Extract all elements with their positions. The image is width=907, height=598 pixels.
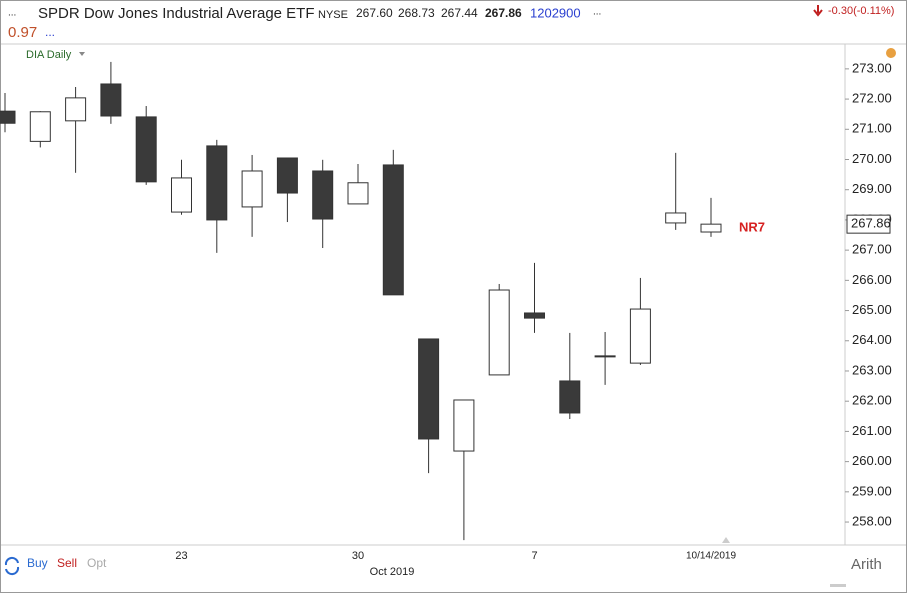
y-tick-label: 265.00 — [852, 302, 892, 317]
annotation: NR7 — [739, 220, 765, 235]
candle-body — [418, 338, 440, 440]
low: 267.44 — [441, 6, 478, 20]
candle-body — [100, 83, 122, 117]
dropdown[interactable] — [79, 52, 85, 56]
y-tick-label: 273.00 — [852, 60, 892, 75]
candle-body — [65, 97, 87, 122]
x-tick-label: 23 — [175, 550, 187, 562]
candle-body — [594, 355, 616, 358]
candle-body — [453, 399, 475, 452]
candle-body — [171, 177, 192, 213]
exchange: NYSE — [318, 9, 348, 21]
y-tick-label: 266.00 — [852, 272, 892, 287]
y-tick-label: 270.00 — [852, 151, 892, 166]
candle-body — [241, 170, 263, 208]
more[interactable]: ... — [45, 25, 55, 39]
y-tick-label: 258.00 — [852, 513, 892, 528]
volume: 1202900 — [530, 5, 581, 20]
candle-body — [665, 212, 687, 224]
y-tick-label: 263.00 — [852, 362, 892, 377]
high: 268.73 — [398, 6, 435, 20]
close: 267.86 — [485, 6, 522, 20]
candle-body — [559, 380, 581, 414]
scale-mode[interactable]: Arith — [851, 556, 882, 573]
settings-icon[interactable] — [886, 48, 896, 58]
sell-button[interactable]: Sell — [57, 556, 77, 570]
buy-button[interactable]: Buy — [27, 556, 48, 570]
candle-body — [206, 145, 228, 221]
y-tick-label: 269.00 — [852, 181, 892, 196]
candle-body — [700, 223, 722, 233]
chart-name[interactable]: DIA Daily — [26, 49, 72, 61]
open: 267.60 — [356, 6, 393, 20]
down-arrow — [813, 5, 823, 17]
x-tick-label: 7 — [531, 550, 537, 562]
x-tick-label: 30 — [352, 550, 364, 562]
candle-body — [29, 111, 51, 142]
dots: ... — [8, 8, 16, 19]
month-label: Oct 2019 — [370, 566, 415, 578]
x-tick-label: 10/14/2019 — [686, 551, 736, 562]
y-tick-label: 264.00 — [852, 332, 892, 347]
option-button[interactable]: Opt — [87, 556, 107, 570]
candle-body — [0, 110, 16, 124]
candle-body — [312, 170, 334, 220]
candle-body — [276, 157, 298, 194]
trade-icon[interactable] — [4, 556, 20, 576]
more[interactable]: ... — [593, 7, 601, 18]
y-tick-label: 262.00 — [852, 393, 892, 408]
scroll-handle[interactable] — [830, 584, 846, 587]
y-tick-label: 259.00 — [852, 483, 892, 498]
y-tick-label: 271.00 — [852, 121, 892, 136]
candle-body — [629, 308, 651, 364]
last-price-label: 267.86 — [851, 216, 891, 231]
candle-body — [135, 116, 157, 183]
marker — [722, 537, 730, 543]
last-price-box — [846, 214, 891, 234]
candle-body — [382, 164, 404, 296]
y-tick-label: 272.00 — [852, 91, 892, 106]
y-tick-label: 267.00 — [852, 242, 892, 257]
candle-body — [524, 312, 545, 319]
y-tick-label: 261.00 — [852, 423, 892, 438]
candle-body — [488, 289, 510, 376]
title: SPDR Dow Jones Industrial Average ETF — [38, 5, 315, 22]
indicator-value: 0.97 — [8, 24, 37, 41]
candle-body — [347, 182, 369, 205]
y-tick-label: 260.00 — [852, 453, 892, 468]
change: -0.30(-0.11%) — [828, 5, 894, 17]
